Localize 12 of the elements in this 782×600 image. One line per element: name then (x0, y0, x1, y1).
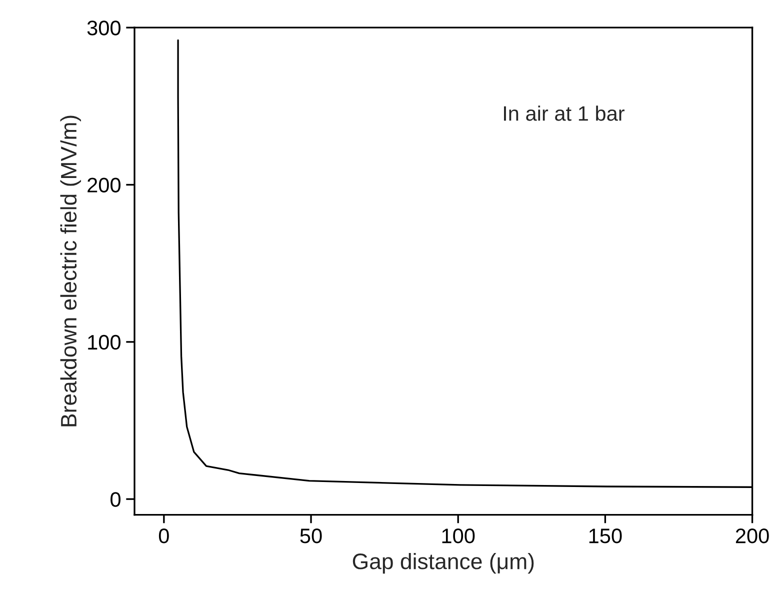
x-axis-title: Gap distance (μm) (352, 552, 534, 574)
x-tick-label: 100 (442, 528, 475, 544)
x-tick-label: 50 (300, 528, 322, 544)
y-tick-label: 100 (88, 334, 120, 350)
y-tick-label: 0 (110, 492, 120, 507)
x-tick-label: 200 (736, 528, 769, 544)
y-tick-label: 300 (87, 20, 120, 36)
y-tick-label: 200 (88, 178, 120, 193)
x-tick-label: 150 (589, 528, 622, 544)
x-tick-label: 0 (158, 528, 169, 544)
annotation: In air at 1 bar (504, 106, 624, 121)
y-axis-title: Breakdown electric field (MV/m) (60, 116, 81, 426)
